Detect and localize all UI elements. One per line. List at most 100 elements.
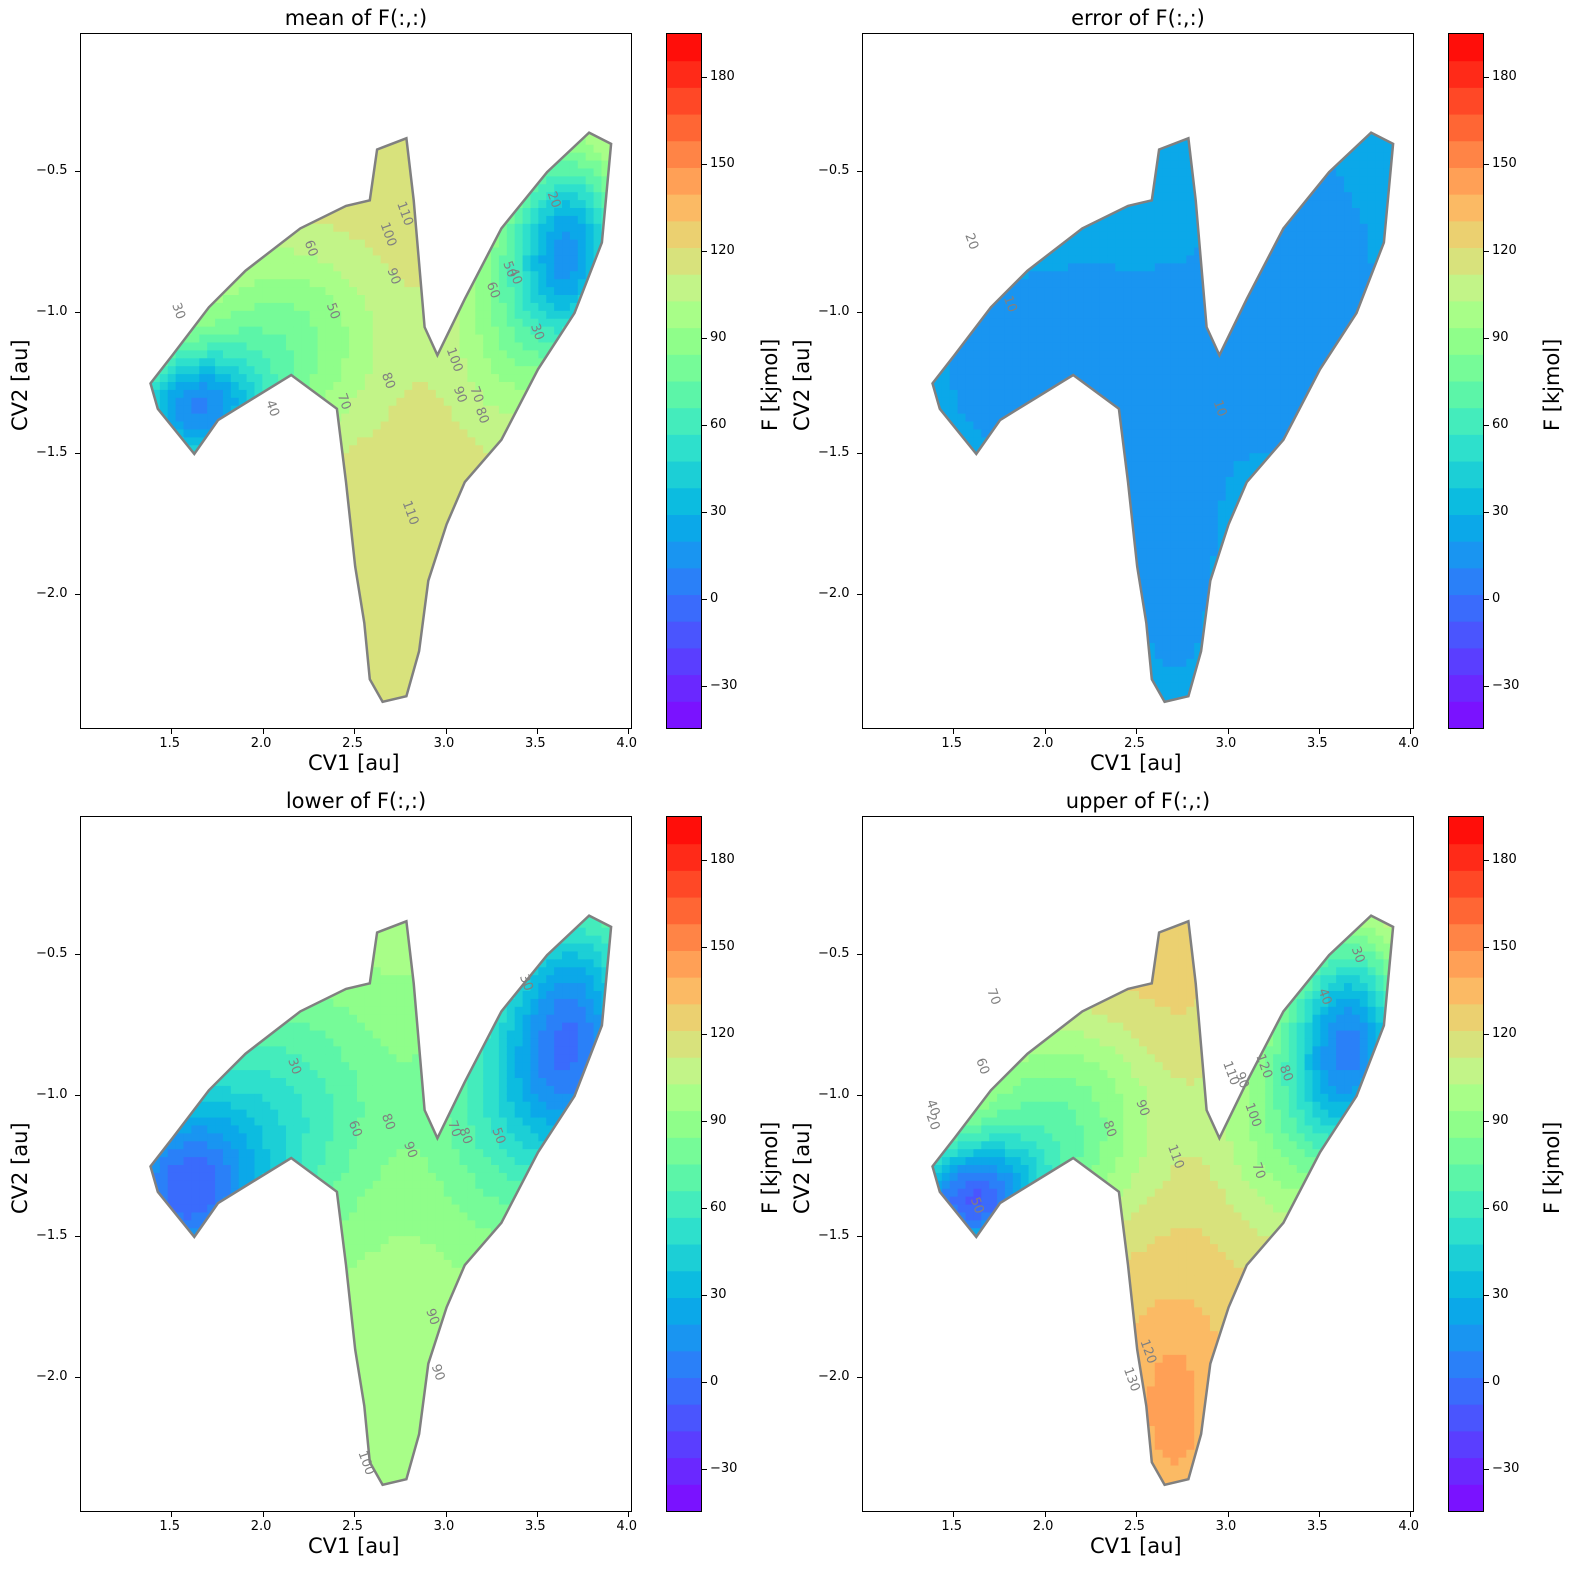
colorbar-segment: [667, 1350, 701, 1379]
contour-plot: 3040506070809010011011010090807060504030…: [149, 131, 613, 704]
x-tick: [628, 1512, 630, 1517]
colorbar-tick: [1484, 1120, 1489, 1122]
colorbar-segment: [667, 1137, 701, 1165]
x-tick-label: 2.5: [1124, 1519, 1145, 1534]
colorbar-segment: [667, 1430, 701, 1459]
colorbar-segment: [1449, 1137, 1483, 1165]
colorbar-segment: [1449, 354, 1483, 382]
colorbar-tick-label: 60: [710, 417, 727, 432]
y-tick-label: −1.0: [818, 1087, 850, 1102]
y-tick-label: −2.0: [36, 1369, 68, 1384]
y-axis-label: CV2 [au]: [790, 339, 814, 431]
colorbar-segment: [1449, 923, 1483, 951]
contour-label: 60: [345, 1119, 365, 1140]
colorbar-tick: [1484, 163, 1489, 165]
colorbar-segment: [1449, 1297, 1483, 1325]
contour-label: 80: [378, 1112, 398, 1133]
contour-line: [149, 914, 613, 1487]
contour-label: 40: [923, 1098, 943, 1119]
colorbar-tick-label: 90: [710, 1113, 727, 1128]
colorbar-segment: [1449, 1377, 1483, 1405]
y-tick-label: −2.0: [818, 586, 850, 601]
contour-label: 40: [1315, 986, 1335, 1007]
x-tick-label: 1.5: [159, 736, 180, 751]
contour-line: [149, 131, 613, 704]
colorbar: [666, 816, 702, 1512]
colorbar-segment: [667, 1110, 701, 1138]
y-tick: [857, 311, 862, 313]
colorbar-segment: [1449, 434, 1483, 462]
colorbar-segment: [667, 817, 701, 845]
colorbar-segment: [1449, 1270, 1483, 1298]
colorbar-tick-label: 120: [710, 1026, 735, 1041]
x-tick: [536, 1512, 538, 1517]
contour-label: 20: [923, 1112, 943, 1133]
colorbar-tick: [702, 511, 707, 513]
y-tick: [857, 452, 862, 454]
x-tick: [262, 729, 264, 734]
colorbar-tick-label: 30: [1492, 504, 1509, 519]
colorbar-segment: [1449, 461, 1483, 489]
x-tick: [1318, 1512, 1320, 1517]
colorbar-segment: [1449, 381, 1483, 409]
colorbar-tick-label: −30: [710, 1461, 737, 1476]
colorbar-segment: [667, 950, 701, 978]
colorbar-segment: [1449, 194, 1483, 222]
y-axis-label: CV2 [au]: [790, 1122, 814, 1214]
y-tick: [75, 1235, 80, 1237]
colorbar-segment: [667, 870, 701, 898]
colorbar-segment: [667, 87, 701, 115]
x-tick-label: 2.0: [251, 736, 272, 751]
colorbar-segment: [1449, 220, 1483, 249]
contour-label: 30: [527, 322, 547, 343]
colorbar-segment: [667, 647, 701, 676]
colorbar-segment: [1449, 594, 1483, 622]
colorbar-segment: [667, 843, 701, 871]
colorbar-segment: [1449, 1030, 1483, 1058]
colorbar-tick: [1484, 424, 1489, 426]
colorbar-tick-label: 30: [710, 504, 727, 519]
x-tick-label: 3.0: [434, 736, 455, 751]
colorbar-tick: [702, 250, 707, 252]
colorbar-tick-label: 120: [1492, 1026, 1517, 1041]
contour-label: 30: [516, 972, 536, 993]
colorbar-segment: [1449, 1190, 1483, 1218]
x-tick: [354, 1512, 356, 1517]
colorbar: [1448, 33, 1484, 729]
colorbar-tick-label: 30: [1492, 1287, 1509, 1302]
colorbar-tick-label: 180: [710, 69, 735, 84]
filled-contours: [150, 132, 612, 702]
colorbar-tick: [1484, 1207, 1489, 1209]
contour-label: 30: [1348, 945, 1368, 966]
contour-label: 80: [1099, 1119, 1119, 1140]
y-tick-label: −1.0: [36, 1087, 68, 1102]
colorbar-segment: [1449, 1350, 1483, 1379]
colorbar-tick-label: −30: [1492, 678, 1519, 693]
colorbar-segment: [1449, 1057, 1483, 1085]
contour-label: 10: [1000, 294, 1020, 315]
contour-label: 70: [983, 986, 1003, 1007]
contour-label: 60: [483, 280, 503, 301]
colorbar-tick-label: 180: [710, 852, 735, 867]
colorbar-segment: [1449, 1404, 1483, 1432]
colorbar-segment: [667, 407, 701, 435]
y-tick-label: −2.0: [818, 1369, 850, 1384]
panel-upper: upper of F(:,:) 20 40 50 60 70 80 90 110 100 120 13…: [782, 783, 1576, 1589]
x-tick-label: 3.5: [525, 1519, 546, 1534]
contour-label: 50: [967, 1195, 987, 1216]
colorbar-tick: [1484, 511, 1489, 513]
colorbar-segment: [1449, 1003, 1483, 1032]
colorbar: [666, 33, 702, 729]
colorbar-segment: [667, 514, 701, 542]
y-tick: [75, 1376, 80, 1378]
colorbar-segment: [667, 300, 701, 329]
colorbar-segment: [667, 354, 701, 382]
colorbar-segment: [667, 247, 701, 275]
contour-label: 70: [444, 1119, 464, 1140]
colorbar-segment: [667, 220, 701, 249]
colorbar-tick-label: 30: [710, 1287, 727, 1302]
colorbar-segment: [667, 167, 701, 195]
colorbar-tick: [702, 337, 707, 339]
